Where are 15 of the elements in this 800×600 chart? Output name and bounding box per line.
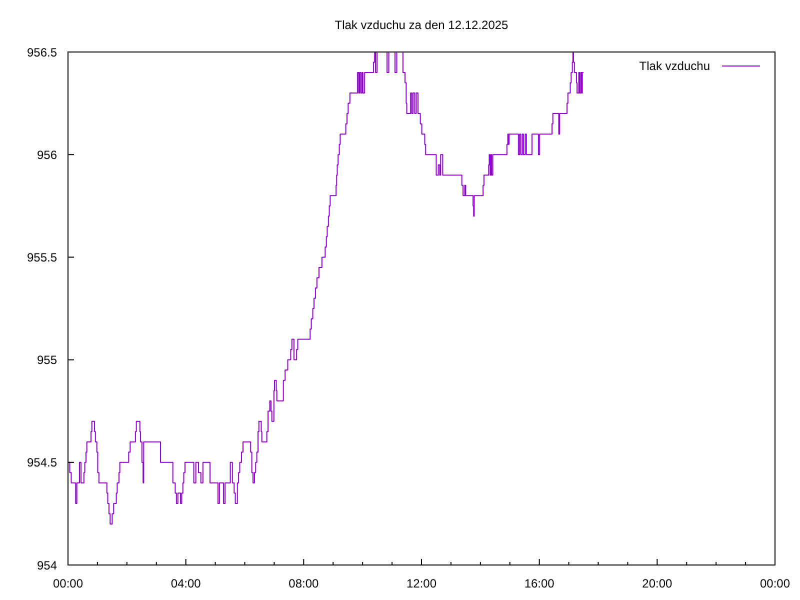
chart-title: Tlak vzduchu za den 12.12.2025 bbox=[334, 18, 510, 32]
y-tick-label: 954 bbox=[36, 558, 58, 572]
y-tick-label: 956 bbox=[36, 148, 58, 162]
y-tick-label: 954.5 bbox=[26, 456, 58, 470]
y-tick-label: 955.5 bbox=[26, 250, 58, 264]
x-tick-label: 16:00 bbox=[524, 576, 555, 591]
x-tick-label: 12:00 bbox=[406, 576, 437, 591]
x-tick-label: 20:00 bbox=[642, 576, 673, 591]
y-tick-label: 956.5 bbox=[26, 45, 58, 60]
x-tick-label: 08:00 bbox=[288, 576, 320, 591]
y-tick-label: 955 bbox=[36, 353, 58, 368]
x-tick-label: 00:00 bbox=[760, 576, 790, 591]
legend-label: Tlak vzduchu bbox=[639, 59, 710, 73]
x-tick-label: 04:00 bbox=[170, 576, 202, 591]
x-tick-label: 00:00 bbox=[52, 576, 84, 591]
